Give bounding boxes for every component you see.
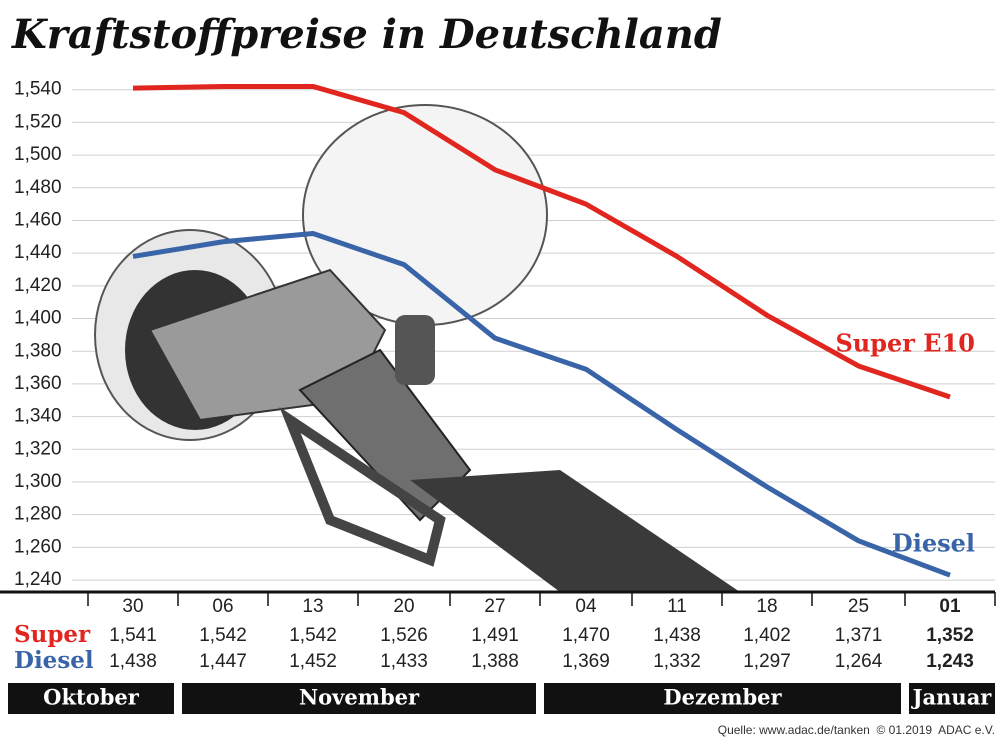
table-value: 1,388 bbox=[471, 651, 519, 672]
table-value: 1,264 bbox=[835, 651, 883, 672]
month-bar bbox=[182, 683, 536, 714]
table-value: 1,491 bbox=[471, 625, 519, 646]
source-note: Quelle: www.adac.de/tanken © 01.2019 ADA… bbox=[718, 723, 995, 737]
price-line bbox=[132, 83, 951, 400]
x-tick-label: 01 bbox=[939, 596, 961, 617]
x-tick-label: 04 bbox=[575, 596, 597, 617]
x-tick-label: 18 bbox=[756, 596, 777, 617]
chart-title: Kraftstoffpreise in Deutschland bbox=[11, 11, 722, 58]
table-value: 1,402 bbox=[743, 625, 791, 646]
y-tick-label: 1,240 bbox=[14, 569, 62, 590]
table-value: 1,542 bbox=[289, 625, 337, 646]
table-value: 1,369 bbox=[562, 651, 610, 672]
y-tick-label: 1,420 bbox=[14, 275, 62, 296]
y-tick-label: 1,360 bbox=[14, 373, 62, 394]
x-tick-label: 25 bbox=[848, 596, 869, 617]
table-row-label: Super bbox=[14, 621, 91, 648]
table-value: 1,542 bbox=[199, 625, 247, 646]
series-label: Diesel bbox=[892, 529, 975, 558]
y-tick-label: 1,340 bbox=[14, 406, 62, 427]
table-value: 1,438 bbox=[109, 651, 157, 672]
month-bar bbox=[8, 683, 174, 714]
y-tick-label: 1,480 bbox=[14, 177, 62, 198]
table-value: 1,371 bbox=[835, 625, 883, 646]
table-value: 1,541 bbox=[109, 625, 157, 646]
fuel-nozzle-illustration bbox=[94, 104, 740, 592]
month-bar bbox=[544, 683, 901, 714]
foreground: 1,240 1,260 1,280 1,300 1,320 1,340 1,360 1,380… bbox=[0, 79, 996, 737]
series-label: Super E10 bbox=[835, 329, 975, 358]
month-label: Oktober bbox=[43, 685, 140, 710]
y-tick-label: 1,500 bbox=[14, 144, 62, 165]
table-value: 1,526 bbox=[380, 625, 428, 646]
y-tick-label: 1,380 bbox=[14, 340, 62, 361]
y-tick-label: 1,300 bbox=[14, 471, 62, 492]
table-value: 1,452 bbox=[289, 651, 337, 672]
table-row-label: Diesel bbox=[14, 647, 94, 674]
y-tick-label: 1,320 bbox=[14, 438, 62, 459]
y-tick-label: 1,460 bbox=[14, 209, 62, 230]
month-bar bbox=[909, 683, 995, 714]
y-tick-label: 1,400 bbox=[14, 308, 62, 329]
x-tick-label: 30 bbox=[122, 596, 143, 617]
table-value: 1,447 bbox=[199, 651, 247, 672]
y-tick-label: 1,540 bbox=[14, 79, 62, 100]
x-tick-label: 13 bbox=[302, 596, 323, 617]
month-label: November bbox=[299, 685, 420, 710]
price-line bbox=[132, 231, 951, 578]
month-label: Januar bbox=[911, 685, 993, 710]
y-tick-label: 1,280 bbox=[14, 504, 62, 525]
x-tick-label: 27 bbox=[484, 596, 505, 617]
table-value: 1,297 bbox=[743, 651, 791, 672]
x-tick-label: 06 bbox=[212, 596, 233, 617]
table-value: 1,243 bbox=[926, 651, 974, 672]
table-value: 1,438 bbox=[653, 625, 701, 646]
month-label: Dezember bbox=[663, 685, 782, 710]
table-value: 1,470 bbox=[562, 625, 610, 646]
y-tick-label: 1,520 bbox=[14, 111, 62, 132]
table-value: 1,352 bbox=[926, 625, 974, 646]
table-value: 1,433 bbox=[380, 651, 428, 672]
x-tick-label: 20 bbox=[393, 596, 414, 617]
table-value: 1,332 bbox=[653, 651, 701, 672]
x-tick-label: 11 bbox=[667, 596, 687, 617]
y-tick-label: 1,260 bbox=[14, 536, 62, 557]
y-tick-label: 1,440 bbox=[14, 242, 62, 263]
